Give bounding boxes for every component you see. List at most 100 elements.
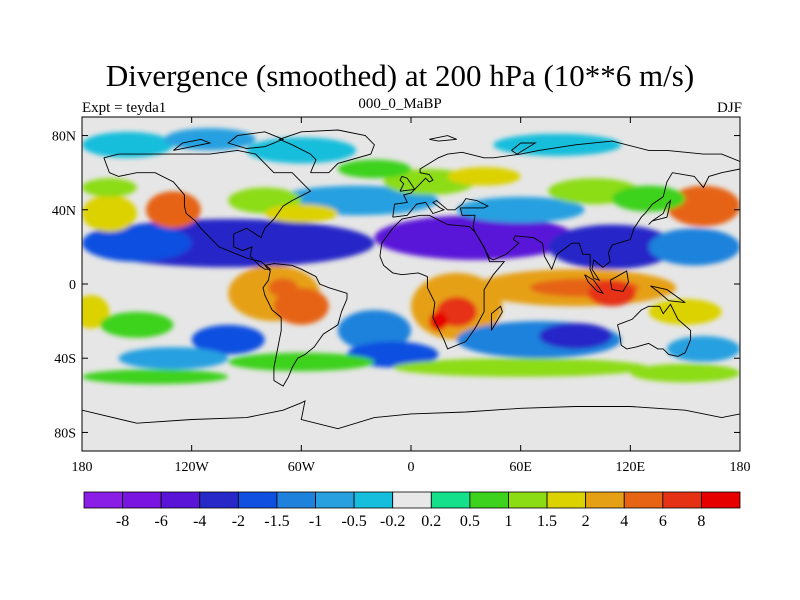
colorbar-swatch	[701, 491, 741, 509]
field-patch-19	[666, 185, 740, 227]
y-axis: 80N 40N 0 40S 80S	[52, 130, 740, 441]
field-patch-17	[447, 167, 521, 186]
experiment-label: Expt = teyda1	[82, 100, 167, 116]
field-patch-10	[493, 133, 622, 156]
coastline-1	[262, 263, 348, 387]
coastline-13	[227, 131, 285, 149]
coastline-10	[650, 285, 686, 304]
field-patch-23	[273, 287, 329, 325]
coastline-12	[82, 400, 740, 430]
coastline-7	[648, 199, 672, 225]
colorbar-swatch	[585, 491, 625, 509]
field-patch-7	[82, 131, 174, 158]
field-patch-1	[374, 215, 576, 260]
field-patch-5	[456, 196, 585, 223]
y-tick-label: 40S	[54, 352, 76, 367]
field-patch-31	[648, 298, 722, 325]
colorbar-swatch	[122, 491, 162, 509]
field-patch-42	[392, 358, 649, 377]
colorbar-label: 4	[620, 513, 628, 530]
colorbar-swatch	[546, 491, 587, 509]
field-patch-21	[612, 185, 686, 212]
colorbar-label: -1	[309, 513, 322, 530]
field-patch-24	[268, 278, 298, 297]
colorbar-swatch	[237, 491, 278, 509]
field-patch-27	[429, 311, 448, 331]
field-patch-33	[100, 311, 174, 338]
colorbar-swatch	[508, 491, 548, 509]
x-axis: 180 120W 60W 0 60E 120E 180	[72, 117, 751, 475]
field-patch-41	[228, 352, 375, 372]
colorbar-label: -8	[116, 513, 129, 530]
coastline-5	[278, 129, 375, 174]
colorbar-label: -0.2	[380, 513, 405, 530]
colorbar-swatch	[392, 491, 432, 509]
field-patch-12	[145, 191, 201, 229]
coastline-14	[173, 138, 212, 151]
field-patch-38	[538, 322, 613, 349]
colorbar-swatch	[276, 491, 316, 509]
field-patch-2	[548, 224, 677, 270]
field-patch-44	[630, 363, 740, 383]
coastline-4	[617, 303, 692, 357]
coastline-16	[429, 135, 457, 142]
colorbar-swatch	[430, 491, 471, 509]
coastline-8	[584, 274, 605, 295]
coastline-9	[609, 270, 629, 292]
x-tick-label: 0	[408, 460, 415, 475]
x-tick-label: 120W	[175, 460, 210, 475]
field-patch-32	[82, 295, 110, 329]
colorbar-label: 6	[659, 513, 667, 530]
field-patch-4	[648, 228, 740, 266]
chart-title: Divergence (smoothed) at 200 hPa (10**6 …	[105, 58, 695, 93]
season-label: DJF	[716, 100, 742, 116]
colorbar-swatch	[315, 491, 355, 509]
colorbar-swatch	[160, 491, 201, 509]
coastline-15	[511, 142, 537, 155]
coastline-3	[392, 140, 740, 282]
field-patch-18	[337, 159, 412, 179]
colorbar-swatch	[662, 491, 702, 509]
colorbar-swatch	[623, 491, 664, 509]
coastline-11	[490, 305, 503, 331]
y-tick-label: 40N	[52, 204, 76, 219]
coastline-6	[399, 175, 416, 192]
field-patch-34	[191, 324, 265, 355]
colorbar-label: 0.2	[421, 513, 441, 530]
colorbar-swatch	[199, 491, 239, 509]
colorbar-label: -1.5	[264, 513, 289, 530]
colorbar-label: -6	[155, 513, 168, 530]
colorbar-label: 2	[582, 513, 590, 530]
field-patch-39	[666, 335, 740, 362]
colorbar: -8 -6 -4 -2 -1.5 -1 -0.5 -0.2 0.2 0.5 1 1.5 2 4 6 8	[83, 491, 741, 530]
field-patch-9	[246, 137, 357, 164]
x-tick-label: 180	[72, 460, 93, 475]
y-tick-label: 80N	[52, 130, 76, 145]
colorbar-swatch	[83, 491, 123, 509]
field-patch-40	[118, 347, 229, 370]
coastline-2	[379, 214, 506, 350]
field-patch-43	[82, 369, 229, 385]
x-tick-label: 60W	[288, 460, 316, 475]
field-patch-3	[82, 224, 192, 262]
coastline-0	[103, 149, 312, 270]
colorbar-label: 0.5	[460, 513, 480, 530]
field-patch-30	[588, 280, 636, 307]
colorbar-swatch	[469, 491, 509, 509]
x-tick-label: 120E	[616, 460, 646, 475]
colorbar-label: -4	[193, 513, 206, 530]
y-tick-label: 0	[69, 278, 76, 293]
colorbar-label: 1	[504, 513, 512, 530]
coastlines	[82, 129, 740, 430]
field-patch-11	[82, 194, 137, 233]
colorbar-label: -0.5	[341, 513, 366, 530]
y-tick-label: 80S	[54, 426, 76, 441]
colorbar-label: 8	[697, 513, 705, 530]
colorbar-label: -2	[232, 513, 245, 530]
colorbar-label: 1.5	[537, 513, 557, 530]
x-tick-label: 60E	[509, 460, 532, 475]
x-tick-label: 180	[730, 460, 751, 475]
time-label: 000_0_MaBP	[358, 96, 442, 112]
field-patch-15	[264, 204, 338, 223]
